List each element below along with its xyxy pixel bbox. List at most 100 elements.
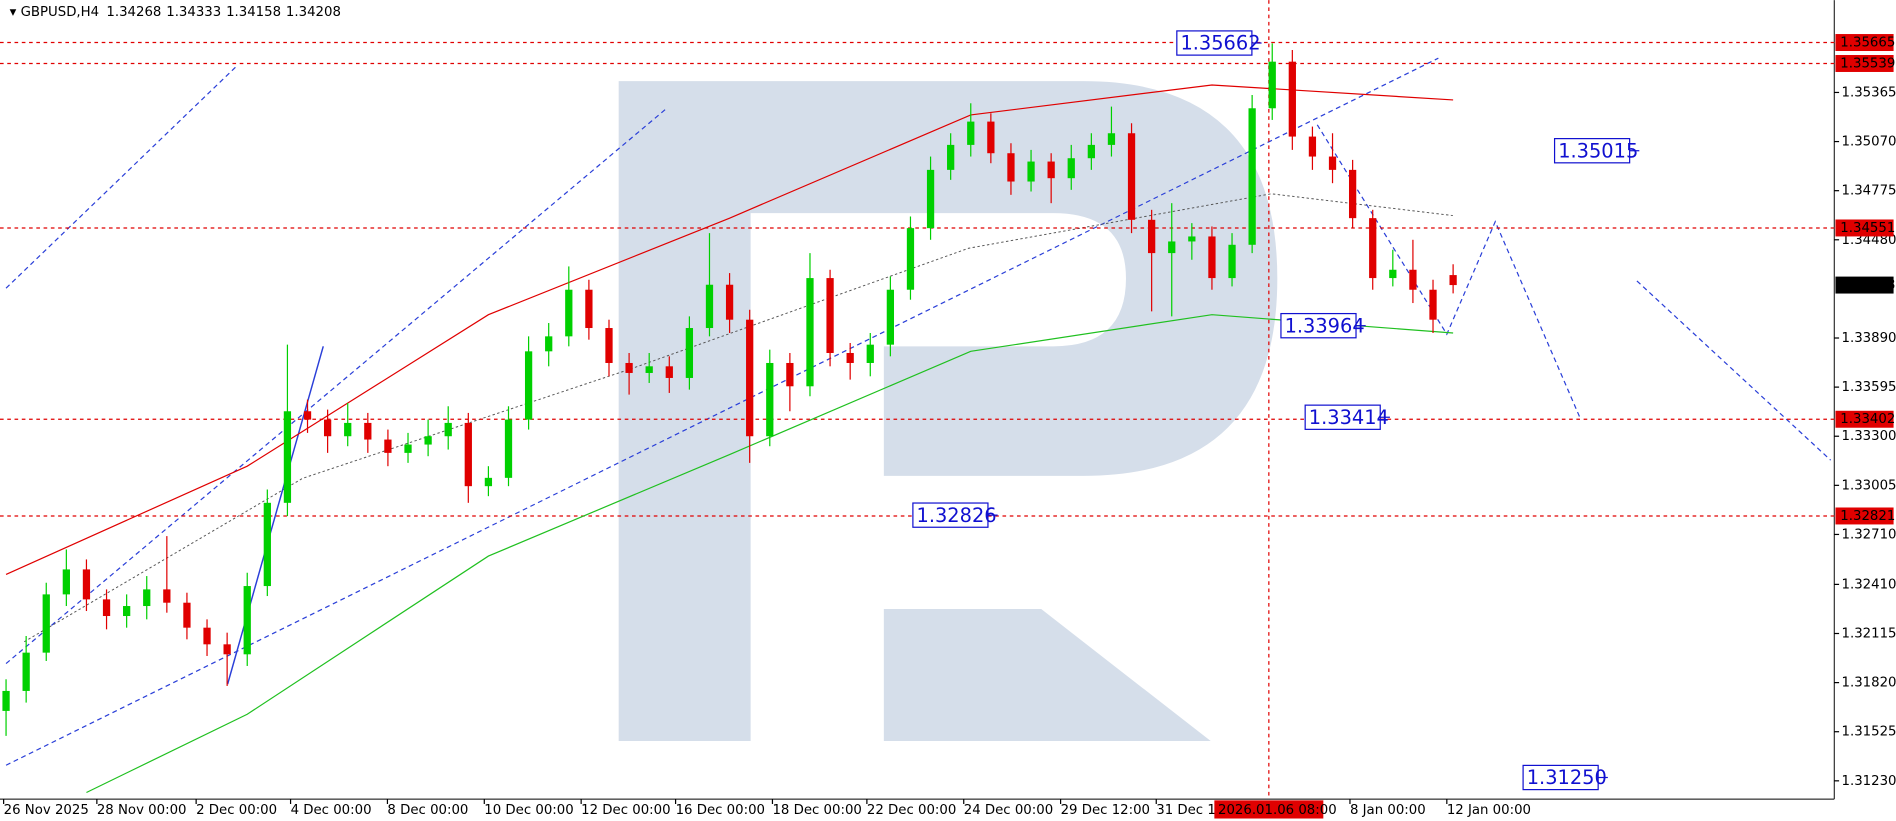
annotation-box — [1304, 404, 1381, 430]
logo-r-leg — [883, 609, 1211, 742]
candle-body — [303, 411, 312, 420]
candle-body — [263, 502, 271, 587]
candle-body — [404, 444, 412, 453]
annotation-box — [912, 502, 989, 528]
candle-body — [203, 627, 211, 645]
candle-body — [766, 362, 774, 437]
y-tick-label: 1.33595 — [1842, 380, 1896, 395]
candle-body — [424, 436, 432, 445]
y-tick-label: 1.32115 — [1842, 627, 1896, 642]
candle-body — [806, 278, 814, 387]
candle-body — [42, 594, 50, 653]
symbol: GBPUSD,H4 — [21, 5, 100, 20]
watermark-logo — [618, 81, 1278, 742]
candle-body — [1409, 269, 1417, 290]
candle-body — [1168, 241, 1176, 254]
x-tick-label: 2 Dec 00:00 — [196, 803, 277, 818]
candle-body — [1369, 218, 1377, 279]
candle-body — [926, 169, 935, 229]
y-tick-label: 1.35070 — [1842, 135, 1896, 150]
annotation-box — [1522, 764, 1599, 791]
trend-line — [5, 66, 237, 289]
candle-body — [866, 344, 874, 363]
x-tick-label: 31 Dec 12 — [1156, 803, 1224, 818]
candle-body — [1288, 61, 1296, 137]
ohlc: 1.34268 — [106, 5, 161, 20]
level-label-bg — [1835, 219, 1894, 237]
candle-body — [1268, 61, 1276, 109]
candle-body — [344, 422, 352, 437]
candle-body — [886, 289, 895, 345]
candle-body — [545, 336, 553, 352]
y-tick-label: 1.33890 — [1842, 331, 1896, 346]
candle-body — [625, 362, 633, 373]
candle-body — [524, 351, 533, 420]
candle-body — [82, 569, 91, 600]
level-label-bg — [1835, 507, 1894, 525]
candle-body — [384, 439, 392, 453]
x-tick-label: 26 Nov 2025 — [4, 803, 89, 818]
x-tick-label: 18 Dec 00:00 — [772, 803, 861, 818]
candle-body — [1348, 169, 1357, 219]
y-tick-label: 1.32710 — [1842, 527, 1896, 542]
annotation-label: 1.32826 — [917, 504, 997, 527]
x-tick-label: 10 Dec 00:00 — [484, 803, 573, 818]
y-tick-label: 1.33300 — [1842, 429, 1896, 444]
candle-body — [746, 319, 754, 437]
level-label: 1.35665 — [1840, 36, 1895, 51]
x-tick-label: 24 Dec 00:00 — [964, 803, 1053, 818]
annotation-label: 1.33964 — [1285, 314, 1365, 337]
candle-body — [62, 569, 70, 595]
candle-body — [1067, 158, 1075, 179]
candle-body — [22, 652, 30, 691]
candle-body — [464, 422, 472, 487]
annotation-box — [1280, 312, 1357, 339]
candle-body — [1087, 144, 1095, 159]
x-tick-label: 29 Dec 12:00 — [1061, 803, 1150, 818]
x-tick-label: 28 Nov 00:00 — [97, 803, 187, 818]
candle-body — [665, 366, 673, 378]
ohlc: 1.34208 — [286, 5, 341, 20]
level-label: 1.32821 — [1840, 509, 1895, 524]
x-tick-label: 12 Jan 00:00 — [1447, 803, 1531, 818]
candle-body — [143, 589, 151, 607]
y-tick-label: 1.31525 — [1842, 725, 1896, 740]
current-price-bg — [1835, 276, 1894, 294]
candle-body — [826, 278, 834, 353]
candle-body — [163, 589, 171, 603]
forecast-path — [1636, 280, 1832, 461]
level-label: 1.33402 — [1840, 412, 1895, 427]
ohlc: 1.34333 — [166, 5, 221, 20]
candle-body — [223, 644, 231, 655]
annotation-label: 1.35662 — [1180, 32, 1260, 55]
candle-body — [1308, 136, 1317, 157]
candle-body — [1107, 133, 1116, 145]
y-tick-label: 1.34480 — [1842, 233, 1896, 248]
triangle: ▾ — [10, 5, 21, 20]
candle-body — [123, 606, 131, 617]
cursor-label: 2026.01.06 08:00 — [1218, 803, 1337, 818]
candle-body — [705, 284, 714, 329]
candle-body — [243, 586, 251, 655]
candle-body — [1188, 236, 1196, 242]
level-label-bg — [1835, 55, 1894, 72]
candle-body — [585, 289, 593, 329]
candle-body — [906, 228, 915, 290]
candle-body — [1047, 161, 1055, 179]
candle-body — [786, 362, 794, 387]
candle-body — [2, 690, 10, 711]
candle-body — [645, 366, 653, 373]
y-tick-label: 1.31820 — [1842, 676, 1896, 691]
candle-body — [1148, 219, 1156, 254]
candle-body — [947, 144, 955, 170]
forecast-path — [1316, 124, 1581, 419]
y-tick-label: 1.34775 — [1842, 184, 1896, 199]
x-tick-label: 22 Dec 00:00 — [867, 803, 956, 818]
ohlc: 1.34158 — [226, 5, 281, 20]
candle-body — [1328, 156, 1337, 170]
candle-body — [1389, 269, 1397, 279]
candle-body — [484, 477, 493, 487]
candle-body — [685, 328, 694, 378]
level-label: 1.35539 — [1840, 56, 1895, 71]
